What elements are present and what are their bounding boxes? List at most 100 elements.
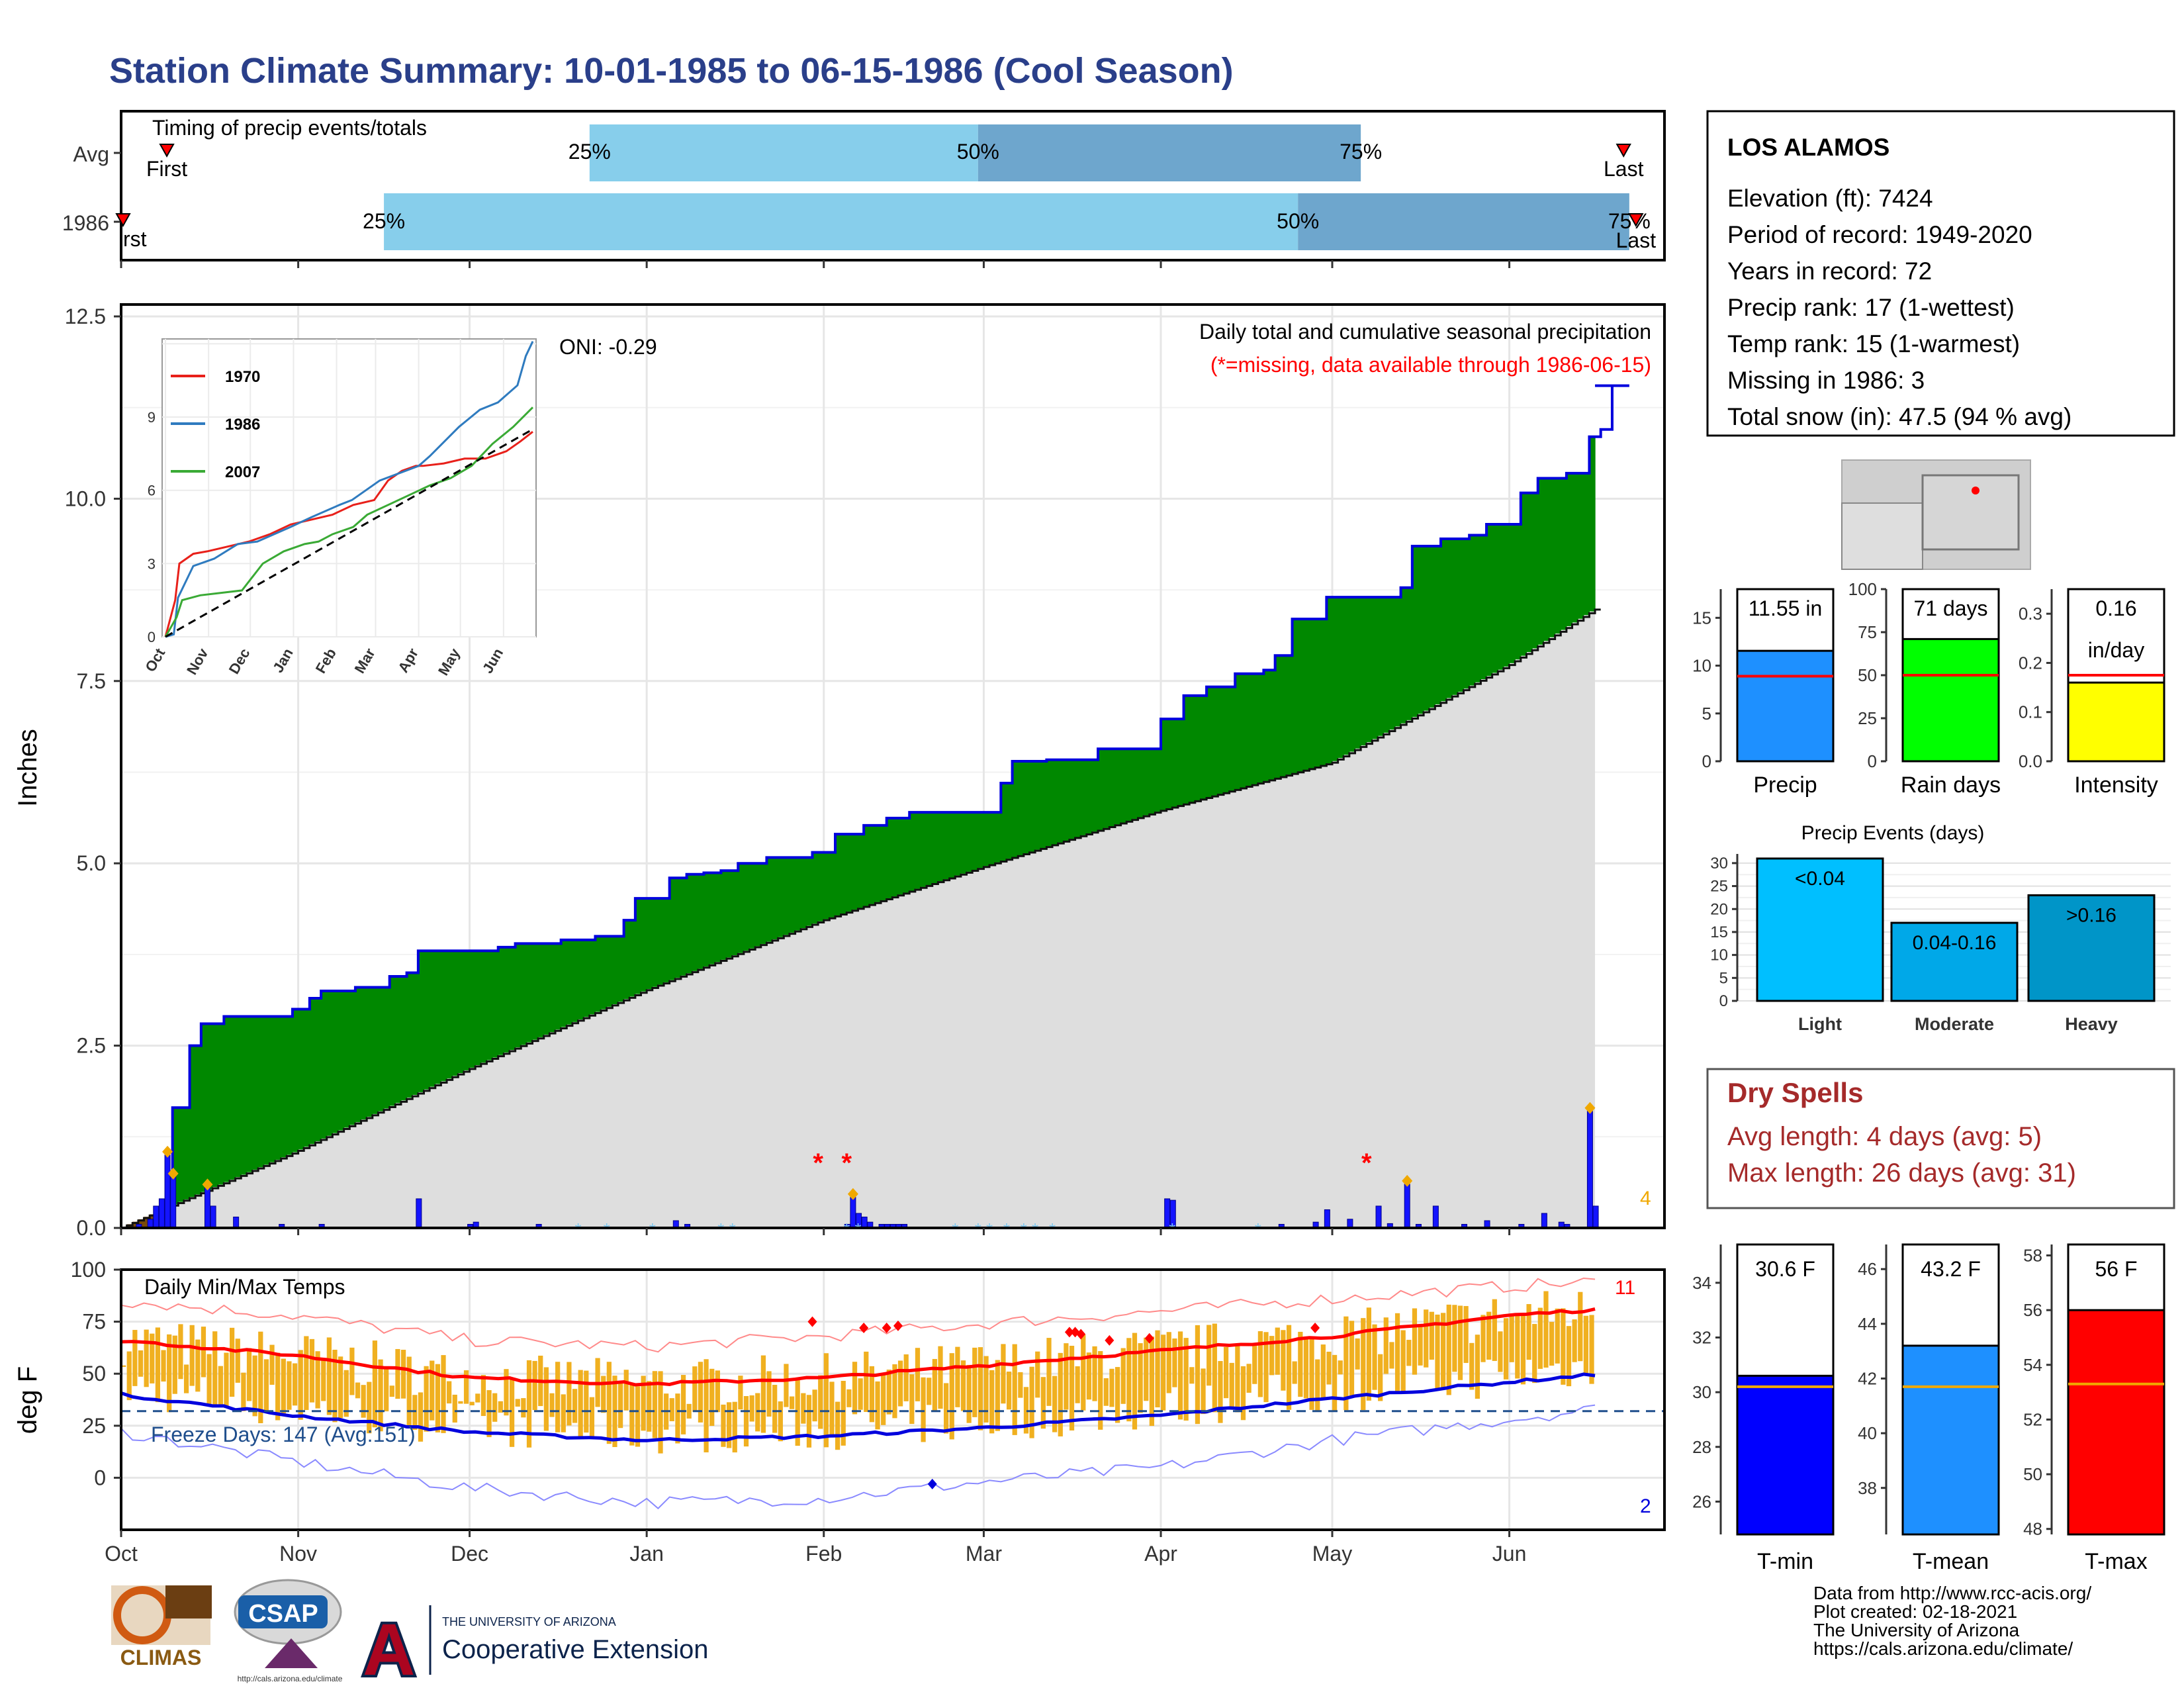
- daily-temp-range-bar: [1103, 1378, 1109, 1406]
- above-avg-strip: [1320, 619, 1327, 765]
- daily-temp-range-bar: [732, 1401, 737, 1453]
- above-avg-strip: [1126, 749, 1133, 821]
- daily-temp-range-bar: [1064, 1343, 1069, 1410]
- daily-temp-range-bar: [709, 1368, 715, 1427]
- mini-category-label: Rain days: [1901, 773, 2001, 798]
- daily-temp-range-bar: [1012, 1344, 1017, 1435]
- climas-logo-text: CLIMAS: [120, 1646, 202, 1669]
- daily-temp-range-bar: [281, 1358, 286, 1416]
- daily-temp-range-bar: [647, 1381, 652, 1432]
- above-avg-strip: [1566, 473, 1573, 626]
- precip-ylabel: Inches: [13, 729, 42, 807]
- above-avg-strip: [578, 939, 584, 1020]
- timing-bars: [384, 124, 1629, 250]
- above-avg-strip: [1275, 655, 1281, 778]
- daily-temp-range-bar: [1366, 1307, 1372, 1401]
- ua-small-text: THE UNIVERSITY OF ARIZONA: [442, 1615, 616, 1628]
- timing-pct-label: 75%: [1340, 140, 1382, 164]
- daily-temp-range-bar: [292, 1363, 298, 1406]
- daily-temp-range-bar: [1315, 1359, 1320, 1411]
- above-avg-strip: [675, 878, 682, 978]
- daily-temp-range-bar: [1172, 1338, 1177, 1387]
- precip-frame: [120, 303, 1666, 1229]
- daily-temp-range-bar: [1400, 1330, 1406, 1393]
- daily-temp-range-bar: [1115, 1367, 1120, 1423]
- record-high-marker: [1064, 1327, 1074, 1338]
- daily-temp-range-bar: [1046, 1338, 1052, 1406]
- events-ytick-label: 15: [1710, 923, 1728, 941]
- footer-line-1: Data from http://www.rcc-acis.org/: [1813, 1583, 2091, 1603]
- daily-temp-range-bar: [126, 1351, 132, 1401]
- daily-temp-range-bar: [372, 1340, 378, 1428]
- above-avg-strip: [212, 1023, 219, 1188]
- daily-temp-range-bar: [1035, 1351, 1040, 1398]
- daily-temp-range-bar: [269, 1344, 275, 1385]
- above-avg-strip: [1503, 524, 1510, 667]
- daily-precip-bar: [158, 1198, 165, 1229]
- daily-temp-range-bar: [801, 1393, 806, 1424]
- daily-temp-range-bar: [480, 1375, 486, 1417]
- temp-mini-ytick-label: 54: [2023, 1355, 2042, 1375]
- daily-temp-range-bar: [864, 1351, 869, 1412]
- above-avg-strip: [1520, 492, 1527, 656]
- events-ytick-label: 10: [1710, 947, 1728, 964]
- tmax-climatology-line: [120, 1307, 1596, 1387]
- above-avg-strip: [1372, 597, 1379, 739]
- above-avg-strip: [938, 812, 944, 882]
- above-avg-strip: [1463, 538, 1470, 689]
- daily-temp-range-bar: [1326, 1351, 1332, 1385]
- daily-temp-range-bar: [1263, 1332, 1269, 1403]
- above-avg-strip: [818, 852, 825, 921]
- below-avg-strip: [138, 1219, 145, 1228]
- daily-temp-range-bar: [1486, 1311, 1492, 1360]
- mini-ytick-label: 5: [1702, 704, 1711, 724]
- daily-temp-range-bar: [1555, 1308, 1560, 1364]
- timing-pct-label: 50%: [957, 140, 999, 164]
- temp-mini-value-bar: [1736, 1374, 1835, 1536]
- above-avg-strip: [343, 990, 350, 1128]
- above-avg-strip: [298, 1009, 304, 1150]
- daily-temp-range-bar: [1549, 1321, 1555, 1366]
- above-avg-strip: [903, 818, 910, 893]
- daily-temp-range-bar: [1086, 1352, 1092, 1400]
- above-avg-strip: [1144, 749, 1150, 816]
- events-bar: [1756, 857, 1884, 1002]
- daily-temp-range-bar: [1189, 1367, 1195, 1384]
- above-avg-strip: [858, 834, 864, 908]
- above-avg-strip: [1035, 761, 1042, 850]
- daily-temp-range-bar: [983, 1356, 989, 1423]
- daily-temp-range-bar: [1378, 1354, 1383, 1401]
- above-avg-strip: [1561, 478, 1567, 630]
- daily-temp-range-bar: [1081, 1335, 1086, 1411]
- daily-temp-range-bar: [1023, 1387, 1029, 1434]
- daily-temp-range-bar: [846, 1389, 852, 1407]
- events-ytick-label: 5: [1719, 969, 1728, 987]
- above-avg-strip: [1172, 719, 1179, 807]
- daily-temp-range-bar: [1109, 1368, 1115, 1407]
- inset-legend-label: 1986: [225, 416, 260, 434]
- record-high-marker: [807, 1316, 817, 1327]
- above-avg-strip: [846, 834, 853, 912]
- daily-precip-bar: [233, 1216, 240, 1229]
- events-category-label: Light: [1798, 1014, 1842, 1034]
- above-avg-strip: [1069, 759, 1076, 839]
- daily-temp-range-bar: [818, 1375, 823, 1429]
- daily-temp-range-bar: [469, 1401, 475, 1405]
- daily-temp-range-bar: [692, 1366, 698, 1412]
- station-line: Temp rank: 15 (1-warmest): [1727, 330, 2020, 357]
- above-avg-strip: [749, 863, 756, 949]
- daily-temp-range-bar: [355, 1382, 361, 1399]
- above-avg-strip: [183, 1107, 191, 1199]
- events-bar: [1890, 921, 2019, 1002]
- above-avg-strip: [321, 990, 328, 1139]
- daily-temp-range-bar: [635, 1386, 641, 1447]
- above-avg-strip: [1166, 719, 1173, 809]
- above-avg-strip: [309, 998, 316, 1145]
- daily-temp-range-bar: [406, 1356, 412, 1429]
- above-avg-strip: [378, 987, 385, 1111]
- above-avg-strip: [572, 939, 579, 1022]
- timing-1986-last-label: Last: [1616, 228, 1657, 252]
- above-avg-strip: [1246, 673, 1253, 786]
- events-ytick-label: 0: [1719, 992, 1728, 1010]
- daily-temp-range-bar: [909, 1374, 915, 1425]
